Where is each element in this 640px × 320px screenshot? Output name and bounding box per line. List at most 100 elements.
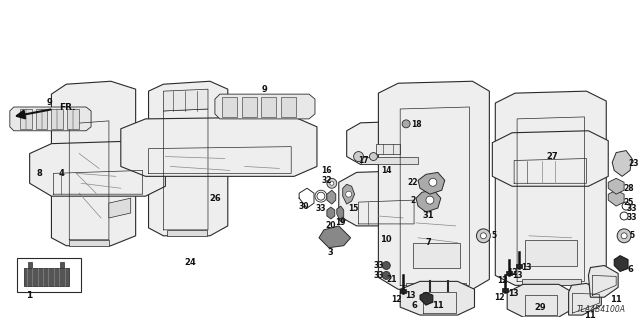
Text: 16: 16 bbox=[322, 166, 332, 175]
Polygon shape bbox=[614, 256, 628, 271]
Text: 12: 12 bbox=[507, 268, 517, 277]
Circle shape bbox=[369, 153, 378, 161]
Polygon shape bbox=[608, 190, 624, 206]
Text: 26: 26 bbox=[209, 194, 221, 203]
Text: 13: 13 bbox=[405, 291, 415, 300]
Polygon shape bbox=[492, 131, 608, 186]
Polygon shape bbox=[339, 217, 346, 223]
Text: 33: 33 bbox=[627, 213, 637, 222]
Circle shape bbox=[354, 152, 364, 162]
Circle shape bbox=[382, 261, 390, 269]
Text: 21: 21 bbox=[386, 275, 397, 284]
Polygon shape bbox=[339, 171, 433, 226]
Text: 25: 25 bbox=[624, 198, 634, 207]
Polygon shape bbox=[20, 109, 31, 129]
Polygon shape bbox=[148, 81, 228, 236]
Polygon shape bbox=[418, 172, 445, 194]
Polygon shape bbox=[343, 184, 355, 204]
Polygon shape bbox=[400, 281, 474, 315]
Text: 22: 22 bbox=[408, 178, 419, 187]
Circle shape bbox=[327, 178, 337, 188]
Text: 13: 13 bbox=[521, 263, 531, 272]
Text: 7: 7 bbox=[425, 238, 431, 247]
Circle shape bbox=[621, 233, 627, 239]
Text: 31: 31 bbox=[422, 212, 434, 220]
Circle shape bbox=[429, 178, 437, 186]
Polygon shape bbox=[24, 268, 69, 286]
Polygon shape bbox=[121, 117, 317, 176]
Text: 6: 6 bbox=[627, 265, 633, 274]
Text: 32: 32 bbox=[322, 176, 332, 185]
Polygon shape bbox=[69, 240, 109, 246]
Circle shape bbox=[346, 191, 351, 197]
Text: 2: 2 bbox=[410, 196, 416, 204]
Text: 19: 19 bbox=[335, 219, 346, 228]
Polygon shape bbox=[360, 156, 418, 164]
Text: 10: 10 bbox=[381, 235, 392, 244]
Polygon shape bbox=[29, 141, 165, 196]
Polygon shape bbox=[36, 109, 47, 129]
Text: 3: 3 bbox=[328, 248, 333, 257]
Polygon shape bbox=[416, 190, 441, 212]
Polygon shape bbox=[516, 264, 522, 268]
Polygon shape bbox=[406, 283, 465, 289]
Text: 9: 9 bbox=[262, 85, 268, 94]
Text: 14: 14 bbox=[381, 166, 392, 175]
Text: 20: 20 bbox=[326, 221, 336, 230]
Text: 6: 6 bbox=[411, 301, 417, 310]
Polygon shape bbox=[608, 178, 624, 194]
Polygon shape bbox=[163, 89, 208, 111]
Text: 28: 28 bbox=[624, 184, 634, 193]
Text: 4: 4 bbox=[58, 169, 64, 178]
Polygon shape bbox=[109, 198, 131, 218]
Polygon shape bbox=[525, 240, 577, 266]
Polygon shape bbox=[376, 144, 400, 154]
Polygon shape bbox=[507, 284, 573, 317]
Text: 11: 11 bbox=[584, 310, 595, 320]
Polygon shape bbox=[67, 109, 79, 129]
Polygon shape bbox=[282, 97, 296, 117]
Text: 5: 5 bbox=[492, 231, 497, 240]
Text: 29: 29 bbox=[534, 303, 546, 312]
Polygon shape bbox=[495, 91, 606, 285]
Circle shape bbox=[476, 229, 490, 243]
Text: 33: 33 bbox=[373, 271, 383, 280]
Text: 15: 15 bbox=[348, 204, 359, 212]
Circle shape bbox=[426, 196, 434, 204]
Text: 12: 12 bbox=[494, 293, 504, 302]
Text: 23: 23 bbox=[628, 159, 639, 168]
Polygon shape bbox=[612, 151, 632, 176]
Text: 13: 13 bbox=[508, 289, 518, 298]
Polygon shape bbox=[327, 207, 335, 219]
Polygon shape bbox=[242, 97, 257, 117]
Text: FR.: FR. bbox=[60, 102, 76, 111]
Text: 11: 11 bbox=[432, 301, 444, 310]
Circle shape bbox=[402, 120, 410, 128]
Polygon shape bbox=[413, 243, 460, 268]
Polygon shape bbox=[502, 288, 508, 292]
Text: 33: 33 bbox=[316, 204, 326, 212]
Text: 24: 24 bbox=[184, 258, 196, 267]
Polygon shape bbox=[420, 292, 433, 305]
Text: 18: 18 bbox=[411, 120, 421, 129]
Text: 12: 12 bbox=[391, 295, 401, 304]
Polygon shape bbox=[319, 226, 351, 248]
Circle shape bbox=[382, 271, 390, 279]
Polygon shape bbox=[60, 261, 65, 268]
Polygon shape bbox=[28, 261, 31, 268]
Polygon shape bbox=[17, 258, 81, 292]
Polygon shape bbox=[337, 206, 344, 220]
Text: 33: 33 bbox=[627, 204, 637, 212]
Text: 1: 1 bbox=[26, 291, 33, 300]
Polygon shape bbox=[588, 266, 618, 297]
Polygon shape bbox=[10, 107, 91, 131]
Text: 33: 33 bbox=[373, 261, 383, 270]
Text: 5: 5 bbox=[630, 231, 635, 240]
Text: 8: 8 bbox=[36, 169, 42, 178]
Text: 30: 30 bbox=[299, 202, 309, 211]
Polygon shape bbox=[522, 279, 582, 285]
Text: TLA4B4100A: TLA4B4100A bbox=[577, 305, 626, 314]
Polygon shape bbox=[327, 190, 336, 204]
Text: 12: 12 bbox=[497, 276, 508, 285]
Text: 27: 27 bbox=[546, 152, 557, 161]
